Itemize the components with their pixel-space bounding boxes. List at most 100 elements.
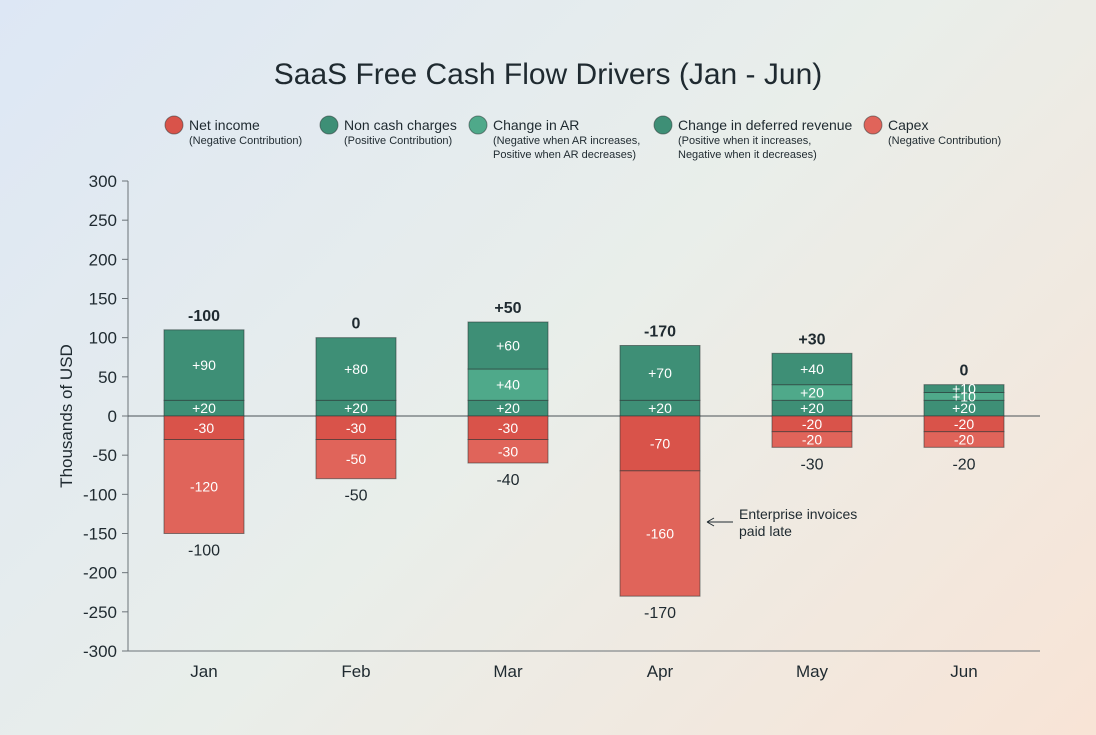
bar-segment-capex (315, 439, 397, 480)
bars (163, 321, 1005, 597)
y-axis-label: Thousands of USD (57, 344, 76, 488)
legend-sublabel: (Negative Contribution) (189, 135, 302, 147)
legend-item: Change in deferred revenue (Positive when… (653, 115, 853, 161)
y-tick-label: -50 (92, 446, 117, 465)
y-tick-label: -300 (83, 642, 117, 661)
bottom-total-label: -100 (188, 543, 220, 560)
bottom-total-label: -170 (644, 605, 676, 622)
segment-value-label: -70 (650, 435, 670, 451)
legend-sublabel: (Negative when AR increases, (493, 135, 640, 147)
bottom-total-label: -50 (344, 488, 367, 505)
net-total-label: -100 (188, 308, 220, 325)
legend-sublabel: Negative when it decreases) (678, 149, 817, 161)
chart-title: SaaS Free Cash Flow Drivers (Jan - Jun) (274, 58, 823, 91)
y-tick-label: -250 (83, 603, 117, 622)
legend-label: Non cash charges (344, 117, 457, 133)
annotation-arrowhead (706, 517, 715, 527)
bar-segment-change-in-deferred-revenue (315, 337, 397, 401)
segment-value-label: +60 (496, 338, 520, 354)
segment-value-label: +10 (952, 381, 976, 397)
legend-label: Capex (888, 117, 928, 133)
y-tick-label: -150 (83, 525, 117, 544)
legend-swatch (164, 115, 184, 135)
legend-label: Change in AR (493, 117, 579, 133)
segment-value-label: +90 (192, 357, 216, 373)
annotation-text: paid late (739, 523, 792, 539)
y-tick-label: 250 (89, 211, 117, 230)
bottom-total-label: -40 (496, 472, 519, 489)
segment-value-label: +20 (648, 400, 672, 416)
legend-item: Non cash charges (Positive Contribution) (319, 115, 457, 147)
y-tick-label: 300 (89, 172, 117, 191)
segment-value-label: -50 (346, 451, 366, 467)
net-total-label: 0 (960, 363, 969, 380)
x-tick-label: Mar (493, 662, 523, 681)
segment-value-label: -20 (802, 432, 822, 448)
bar-segment-change-in-ar (467, 368, 549, 401)
x-tick-label: Jan (190, 662, 217, 681)
legend-item: Net income (Negative Contribution) (164, 115, 302, 147)
y-tick-label: 0 (108, 407, 117, 426)
segment-value-label: +10 (952, 388, 976, 404)
net-total-label: +50 (494, 300, 521, 317)
legend-swatch (863, 115, 883, 135)
segment-value-label: -20 (954, 432, 974, 448)
legend-swatch (468, 115, 488, 135)
legend-swatch (653, 115, 673, 135)
segment-value-label: +20 (344, 400, 368, 416)
segment-value-label: -30 (498, 443, 518, 459)
bar-segment-capex (163, 439, 245, 534)
x-tick-label: Feb (341, 662, 370, 681)
x-tick-label: Jun (950, 662, 977, 681)
legend-sublabel: (Positive when it increases, (678, 135, 811, 147)
y-tick-label: -200 (83, 564, 117, 583)
segment-value-label: -20 (802, 416, 822, 432)
data-labels: +20 +90 -30 -120 -100 -100 +20 +80 -30 -50 0 -50 +20… (188, 300, 976, 622)
bar-segment-change-in-deferred-revenue (467, 321, 549, 370)
annotation-text: Enterprise invoices (739, 506, 857, 522)
segment-value-label: +20 (192, 400, 216, 416)
bar-segment-change-in-deferred-revenue (771, 352, 853, 386)
legend-sublabel: Positive when AR decreases) (493, 149, 636, 161)
segment-value-label: -160 (646, 526, 674, 542)
bar-segment-change-in-deferred-revenue (619, 345, 701, 401)
y-tick-label: 150 (89, 290, 117, 309)
y-tick-label: 200 (89, 250, 117, 269)
segment-value-label: +20 (952, 400, 976, 416)
y-tick-label: -100 (83, 485, 117, 504)
bar-segment-change-in-deferred-revenue (923, 384, 1005, 393)
x-tick-label: Apr (647, 662, 674, 681)
segment-value-label: +80 (344, 361, 368, 377)
segment-value-label: +20 (800, 385, 824, 401)
net-total-label: +30 (798, 331, 825, 348)
y-tick-label: 50 (98, 368, 117, 387)
bar-segment-capex (619, 470, 701, 597)
segment-value-label: -30 (194, 420, 214, 436)
bar-segment-capex (923, 431, 1005, 448)
legend-label: Change in deferred revenue (678, 117, 853, 133)
segment-value-label: +40 (496, 377, 520, 393)
bar-segment-change-in-deferred-revenue (163, 329, 245, 401)
segment-value-label: +20 (496, 400, 520, 416)
x-tick-label: May (796, 662, 829, 681)
segment-value-label: +40 (800, 361, 824, 377)
legend-label: Net income (189, 117, 260, 133)
segment-value-label: -30 (498, 420, 518, 436)
legend-swatch (319, 115, 339, 135)
segment-value-label: -20 (954, 416, 974, 432)
legend-item: Capex (Negative Contribution) (863, 115, 1001, 147)
net-total-label: -170 (644, 324, 676, 341)
segment-value-label: +70 (648, 365, 672, 381)
bar-segment-capex (467, 439, 549, 464)
bar-segment-capex (771, 431, 853, 448)
y-tick-label: 100 (89, 329, 117, 348)
legend-sublabel: (Positive Contribution) (344, 135, 452, 147)
segment-value-label: -30 (346, 420, 366, 436)
legend-item: Change in AR (Negative when AR increases,… (468, 115, 640, 161)
bottom-total-label: -20 (952, 456, 975, 473)
legend: Net income (Negative Contribution) Non cas… (164, 115, 1001, 161)
net-total-label: 0 (352, 316, 361, 333)
bottom-total-label: -30 (800, 456, 823, 473)
